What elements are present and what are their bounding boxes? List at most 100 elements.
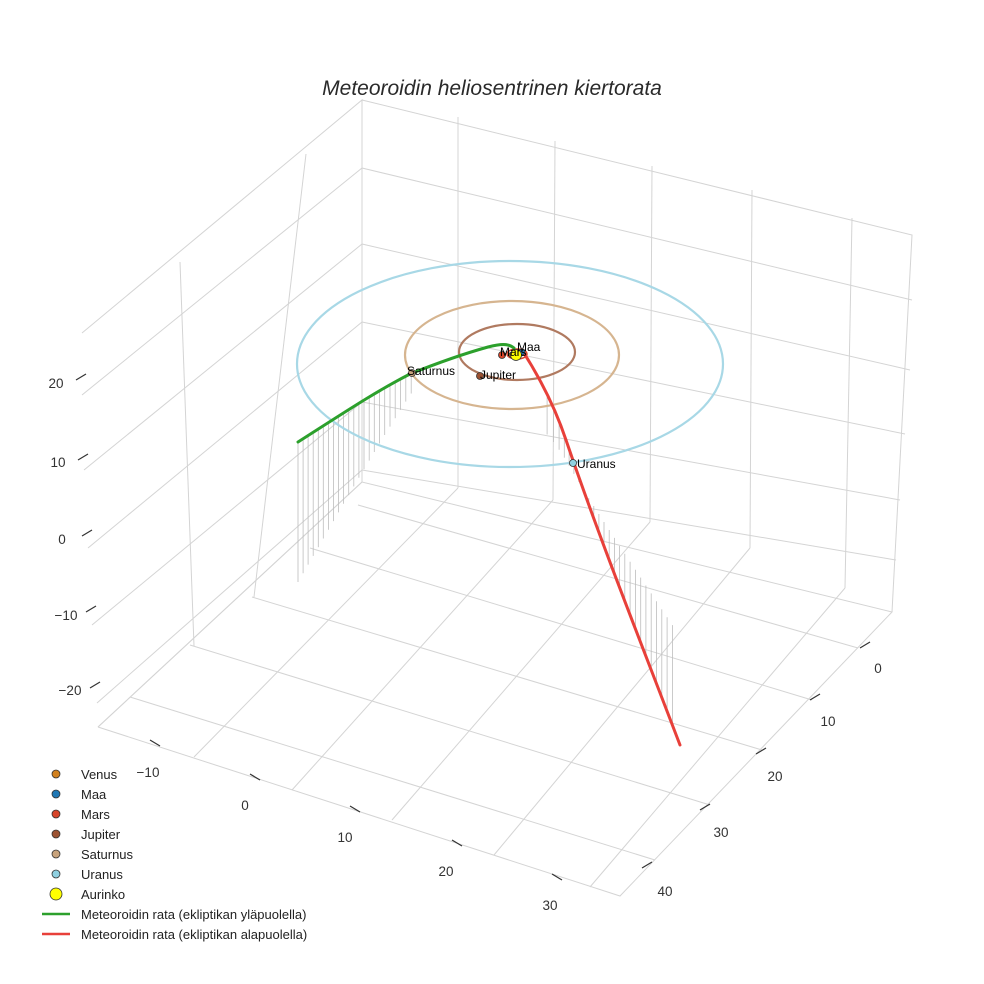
- grid-line: [391, 521, 651, 821]
- grid-line: [251, 596, 763, 751]
- grid-line: [179, 261, 195, 647]
- legend-item-venus[interactable]: Venus: [51, 767, 118, 782]
- jupiter-label: Jupiter: [480, 368, 516, 382]
- z-tick-label: 10: [50, 455, 65, 470]
- grid-line: [129, 696, 656, 861]
- back-right-wall: [361, 99, 913, 613]
- y-tick-label: 10: [820, 714, 835, 729]
- floor: [97, 481, 893, 897]
- z-tick-label: 0: [58, 532, 66, 547]
- legend-marker: [49, 887, 63, 901]
- uranus-label: Uranus: [577, 457, 616, 471]
- bodies: [408, 348, 577, 467]
- legend-label: Meteoroidin rata (ekliptikan alapuolella…: [81, 927, 307, 942]
- legend-item-jupiter[interactable]: Jupiter: [51, 827, 121, 842]
- grid-line: [291, 499, 554, 791]
- legend-label: Maa: [81, 787, 107, 802]
- grid-line: [749, 189, 753, 549]
- z-tick-label: −20: [59, 683, 82, 698]
- planet-orbits: [295, 259, 725, 469]
- grid-line: [552, 140, 556, 501]
- x-tick-label: 20: [438, 864, 453, 879]
- x-axis-ticks: −10 0 10 20 30: [137, 765, 558, 913]
- z-tick-mark: [77, 453, 89, 461]
- legend-item-saturnus[interactable]: Saturnus: [51, 847, 134, 862]
- legend-marker: [51, 829, 61, 839]
- y-tick-mark: [699, 803, 711, 811]
- aurinko-marker: [510, 349, 522, 361]
- legend-marker: [51, 789, 61, 799]
- grid-line: [357, 504, 859, 649]
- trajectory-above-ecliptic: [296, 343, 516, 444]
- grid-line: [189, 644, 711, 806]
- legend-label: Jupiter: [81, 827, 121, 842]
- y-tick-label: 20: [767, 769, 782, 784]
- orbit-saturnus: [403, 299, 621, 411]
- legend-item-uranus[interactable]: Uranus: [51, 867, 123, 882]
- saturnus-label: Saturnus: [407, 364, 455, 378]
- grid-line: [309, 547, 813, 701]
- grid-line: [193, 487, 459, 758]
- y-tick-mark: [641, 861, 653, 869]
- grid-line: [361, 243, 911, 371]
- uranus-marker: [569, 459, 577, 467]
- grid-line: [361, 469, 897, 561]
- orbit-uranus: [295, 259, 725, 469]
- x-tick-mark: [249, 773, 261, 781]
- x-tick-mark: [349, 805, 361, 813]
- grid-line: [83, 243, 363, 471]
- legend-item-trajectory-below[interactable]: Meteoroidin rata (ekliptikan alapuolella…: [42, 927, 307, 942]
- grid-line: [91, 401, 363, 626]
- y-tick-mark: [859, 641, 871, 649]
- body-labels: Uranus Saturnus Jupiter Mars Maa: [407, 340, 616, 471]
- legend: Venus Maa Mars Jupiter Saturnus Uranus A…: [42, 767, 307, 942]
- grid-line: [253, 153, 307, 598]
- saturnus-marker: [408, 369, 416, 377]
- grid-line: [493, 547, 751, 856]
- mars-label: Mars: [500, 345, 527, 359]
- grid-line: [844, 217, 853, 589]
- grid-line: [589, 587, 846, 888]
- legend-item-trajectory-above[interactable]: Meteoroidin rata (ekliptikan yläpuolella…: [42, 907, 306, 922]
- z-tick-mark: [89, 681, 101, 689]
- trajectory-below-ecliptic: [520, 348, 682, 747]
- z-tick-label: −10: [55, 608, 78, 623]
- y-tick-mark: [809, 693, 821, 701]
- legend-item-mars[interactable]: Mars: [51, 807, 110, 822]
- z-tick-mark: [75, 373, 87, 381]
- x-tick-label: 0: [241, 798, 249, 813]
- jupiter-marker: [476, 372, 484, 380]
- grid-line: [81, 167, 363, 396]
- back-left-wall: [81, 98, 363, 728]
- tick-marks: [75, 373, 871, 881]
- grid-line: [361, 401, 901, 501]
- grid-line: [361, 167, 913, 301]
- legend-label: Aurinko: [81, 887, 125, 902]
- legend-label: Mars: [81, 807, 110, 822]
- projection-lines: [297, 373, 673, 726]
- grid-line: [361, 321, 906, 435]
- chart-title: Meteoroidin heliosentrinen kiertorata: [322, 77, 662, 100]
- y-tick-label: 30: [713, 825, 728, 840]
- z-tick-mark: [81, 529, 93, 537]
- legend-label: Meteoroidin rata (ekliptikan yläpuolella…: [81, 907, 306, 922]
- x-tick-label: 30: [542, 898, 557, 913]
- grid-line: [87, 321, 363, 549]
- grid-line: [649, 165, 653, 523]
- y-axis-ticks: 0 10 20 30 40: [657, 661, 881, 899]
- x-tick-mark: [451, 839, 463, 847]
- legend-label: Uranus: [81, 867, 123, 882]
- legend-label: Venus: [81, 767, 118, 782]
- legend-item-maa[interactable]: Maa: [51, 787, 107, 802]
- x-tick-label: 10: [337, 830, 352, 845]
- maa-label: Maa: [517, 340, 541, 354]
- legend-marker: [51, 849, 61, 859]
- y-tick-mark: [755, 747, 767, 755]
- legend-label: Saturnus: [81, 847, 134, 862]
- mars-marker: [498, 351, 506, 359]
- y-tick-label: 40: [657, 884, 672, 899]
- legend-item-aurinko[interactable]: Aurinko: [49, 887, 125, 902]
- x-tick-mark: [551, 873, 563, 881]
- x-tick-mark: [149, 739, 161, 747]
